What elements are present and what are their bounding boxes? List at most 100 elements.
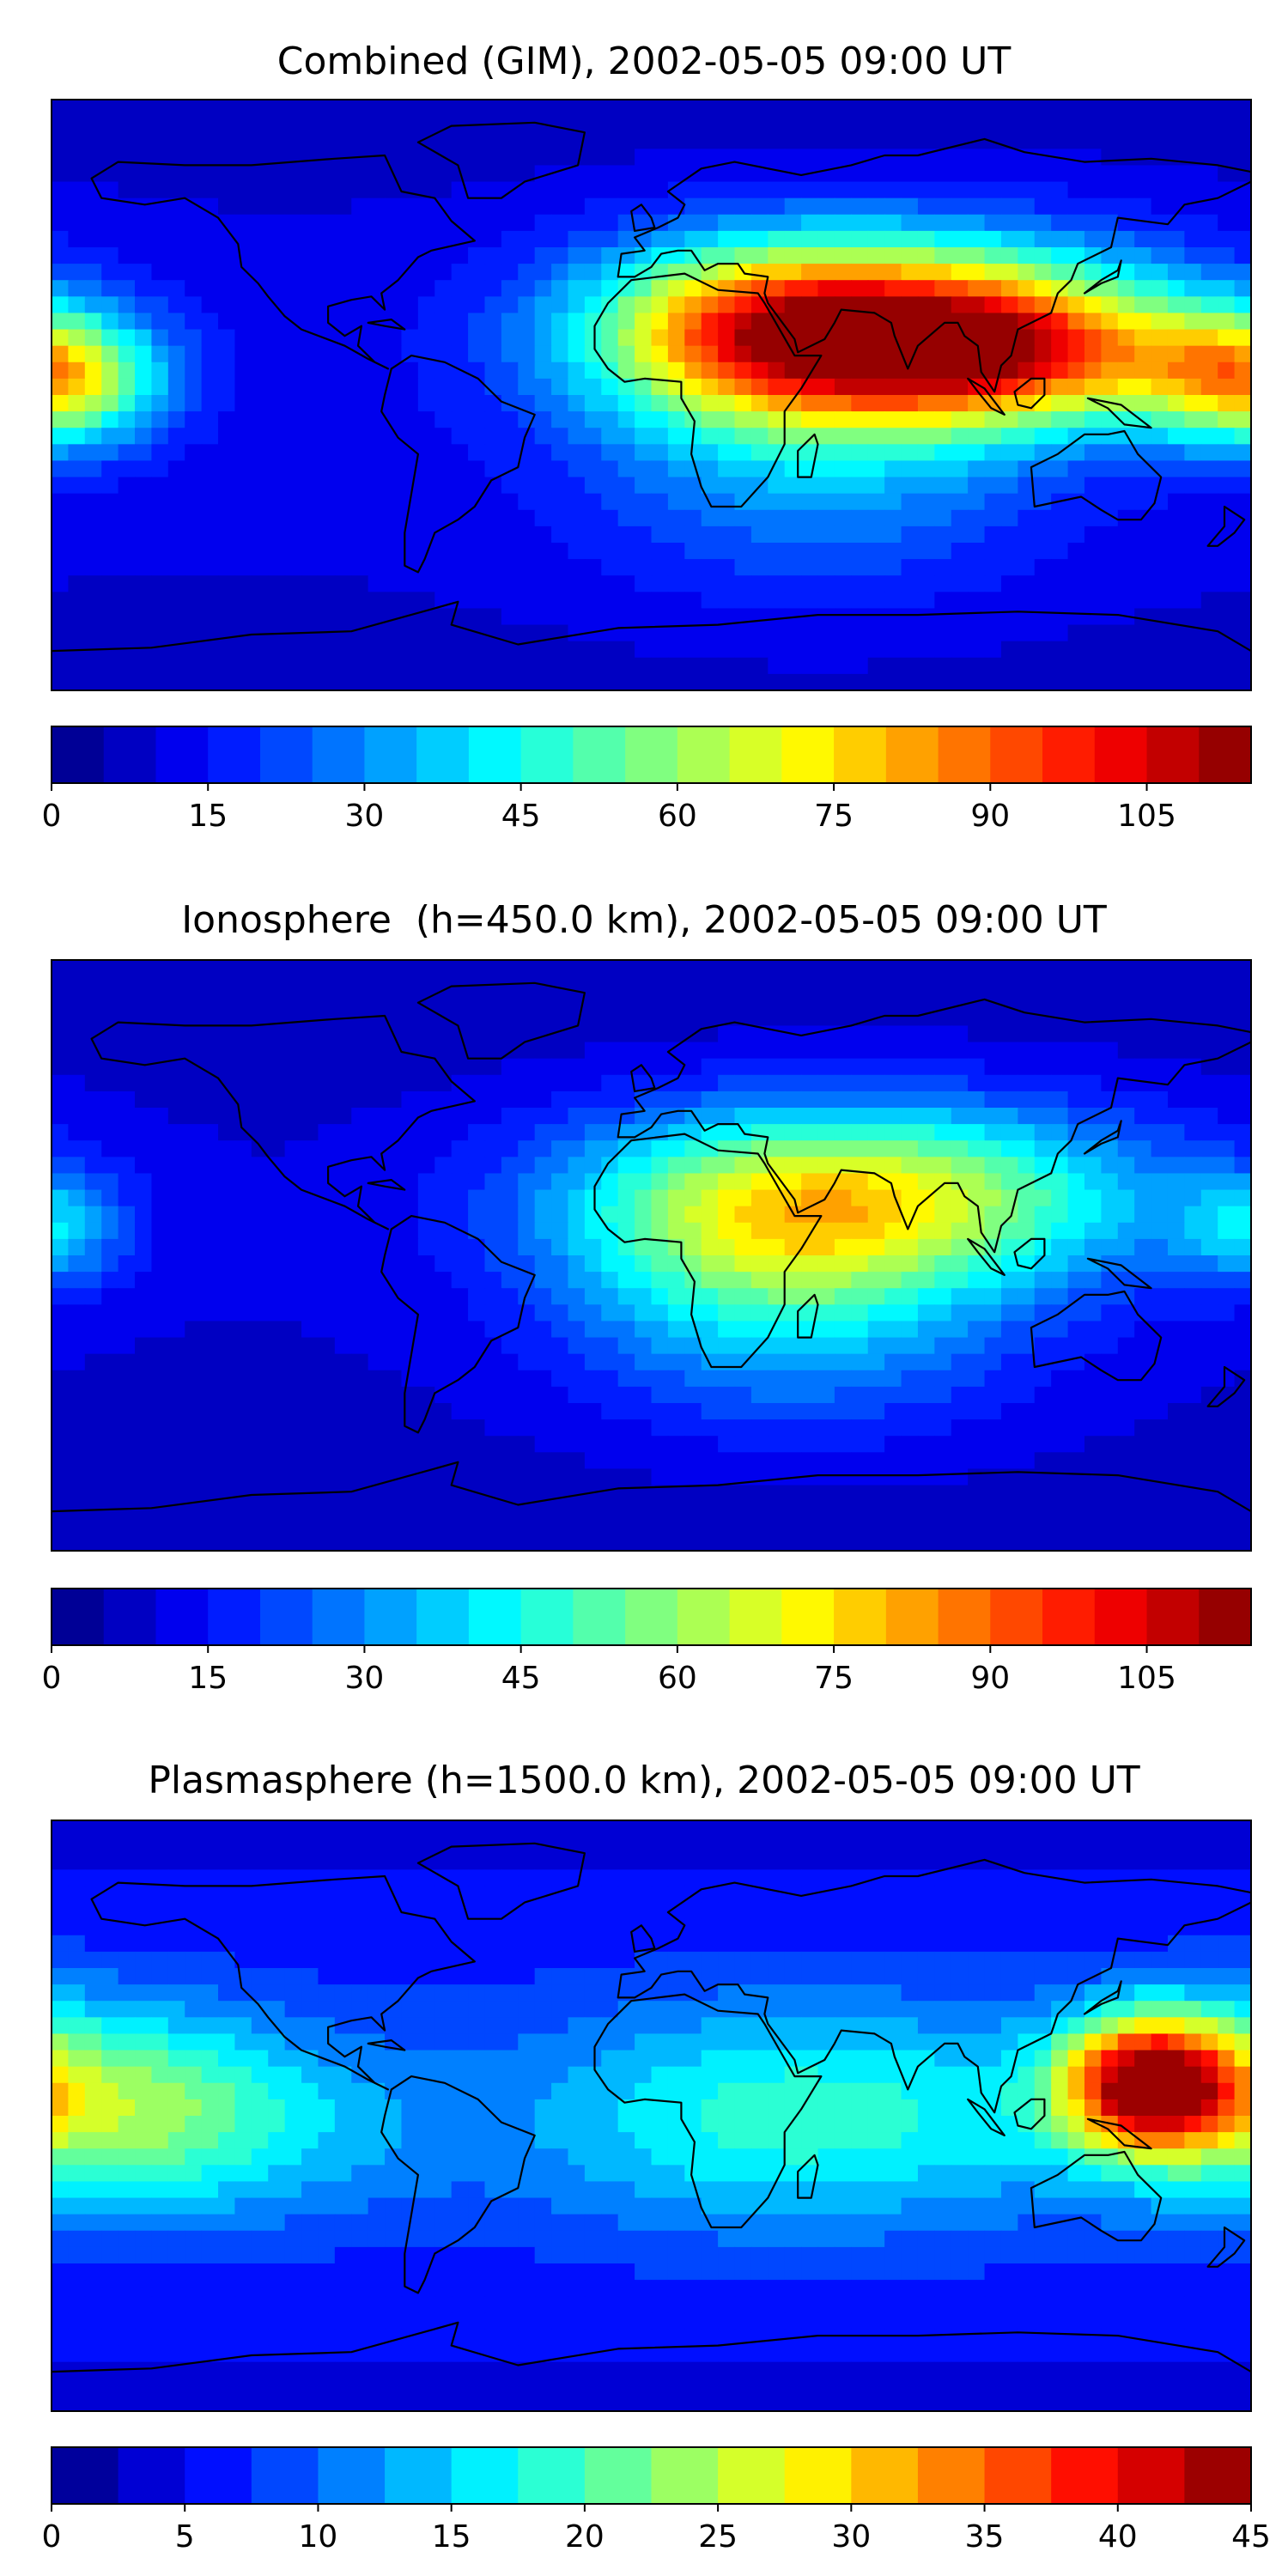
heatmap-cell	[118, 378, 136, 396]
heatmap-cell	[1034, 673, 1052, 690]
heatmap-cell	[501, 361, 519, 380]
heatmap-cell	[1018, 559, 1036, 576]
heatmap-cell	[734, 280, 752, 297]
heatmap-cell	[750, 1025, 769, 1043]
heatmap-cell	[817, 444, 835, 462]
heatmap-cell	[951, 1173, 969, 1191]
heatmap-cell	[534, 313, 552, 331]
heatmap-cell	[551, 543, 569, 560]
heatmap-cell	[334, 165, 352, 183]
heatmap-cell	[1101, 1042, 1119, 1060]
heatmap-cell	[84, 1222, 102, 1240]
heatmap-cell	[417, 1124, 435, 1141]
heatmap-cell	[568, 673, 586, 690]
heatmap-cell	[251, 1189, 269, 1207]
heatmap-cell	[1018, 329, 1036, 347]
heatmap-cell	[135, 1108, 153, 1125]
heatmap-cell	[484, 1468, 502, 1486]
heatmap-cell	[651, 1091, 669, 1109]
heatmap-cell	[185, 526, 203, 544]
heatmap-cell	[368, 1222, 386, 1240]
heatmap-cell	[867, 247, 885, 264]
heatmap-cell	[617, 1091, 635, 1109]
heatmap-cell	[667, 345, 685, 363]
heatmap-cell	[1200, 444, 1218, 462]
heatmap-cell	[1151, 559, 1169, 576]
heatmap-cell	[451, 116, 469, 133]
heatmap-cell	[617, 280, 635, 297]
heatmap-cell	[1167, 132, 1185, 149]
heatmap-cell	[218, 493, 236, 511]
heatmap-cell	[551, 477, 569, 495]
heatmap-cell	[84, 1485, 102, 1503]
heatmap-cell	[617, 1124, 635, 1141]
heatmap-cell	[1167, 1468, 1185, 1486]
heatmap-cell	[1218, 1419, 1236, 1437]
heatmap-cell	[1084, 1009, 1102, 1027]
heatmap-cell	[601, 1074, 619, 1092]
heatmap-cell	[667, 1140, 685, 1157]
heatmap-cell	[1101, 345, 1119, 363]
heatmap-cell	[1018, 1173, 1036, 1191]
heatmap-cell	[884, 575, 902, 592]
heatmap-cell	[201, 411, 219, 428]
heatmap-cell	[901, 361, 919, 380]
coastline-north-america	[90, 154, 476, 370]
heatmap-cell	[1018, 100, 1036, 117]
heatmap-cell	[884, 624, 902, 642]
heatmap-cell	[851, 1353, 869, 1371]
heatmap-cell	[1067, 132, 1085, 149]
heatmap-cell	[951, 296, 969, 314]
heatmap-cell	[1117, 395, 1135, 412]
heatmap-cell	[734, 1370, 752, 1388]
heatmap-cell	[201, 1419, 219, 1437]
heatmap-cell	[651, 608, 669, 626]
heatmap-cell	[1117, 1042, 1135, 1060]
heatmap-cell	[101, 149, 119, 167]
heatmap-cell	[684, 361, 702, 380]
heatmap-cell	[385, 378, 403, 396]
heatmap-cell	[135, 230, 153, 248]
heatmap-cell	[1067, 509, 1085, 527]
heatmap-cell	[551, 1091, 569, 1109]
heatmap-cell	[635, 1288, 653, 1305]
heatmap-cell	[601, 1403, 619, 1420]
heatmap-cell	[718, 1255, 736, 1273]
heatmap-cell	[318, 428, 336, 445]
heatmap-cell	[784, 1091, 802, 1109]
heatmap-cell	[501, 329, 519, 347]
heatmap-cell	[468, 329, 486, 347]
heatmap-cell	[501, 477, 519, 495]
heatmap-cell	[951, 197, 969, 216]
heatmap-cell	[135, 641, 153, 659]
heatmap-cell	[84, 526, 102, 544]
heatmap-cell	[568, 165, 586, 183]
heatmap-cell	[951, 1337, 969, 1355]
heatmap-cell	[1117, 345, 1135, 363]
heatmap-cell	[984, 1173, 1002, 1191]
heatmap-cell	[218, 509, 236, 527]
heatmap-cell	[334, 1403, 352, 1420]
heatmap-cell	[718, 428, 736, 445]
heatmap-cell	[1184, 460, 1202, 478]
heatmap-cell	[817, 1157, 835, 1175]
heatmap-cell	[1067, 329, 1085, 347]
heatmap-cell	[468, 526, 486, 544]
heatmap-cell	[351, 165, 369, 183]
heatmap-cell	[1018, 1124, 1036, 1141]
heatmap-cell	[118, 993, 136, 1010]
heatmap-cell	[601, 378, 619, 396]
heatmap-cell	[817, 1124, 835, 1141]
heatmap-cell	[1234, 1108, 1251, 1125]
heatmap-cell	[151, 608, 169, 626]
heatmap-cell	[684, 1370, 702, 1388]
heatmap-cell	[251, 411, 269, 428]
heatmap-cell	[651, 1436, 669, 1453]
heatmap-cell	[551, 657, 569, 675]
heatmap-cell	[167, 1124, 185, 1141]
heatmap-cell	[834, 1288, 852, 1305]
heatmap-cell	[185, 411, 203, 428]
heatmap-cell	[167, 1436, 185, 1453]
heatmap-cell	[118, 641, 136, 659]
heatmap-cell	[1101, 1304, 1119, 1322]
